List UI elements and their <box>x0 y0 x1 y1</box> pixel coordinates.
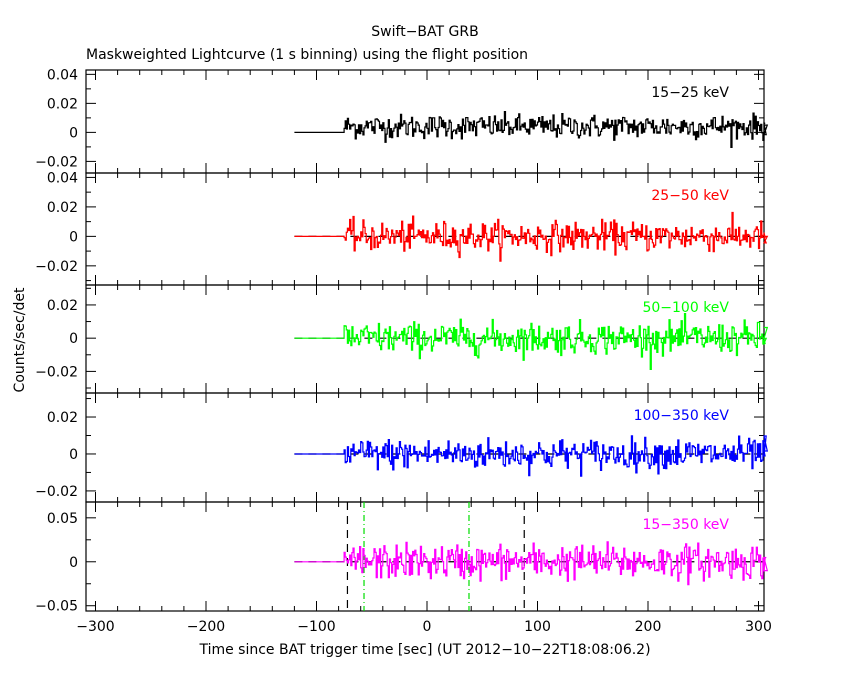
y-tick-label: 0 <box>69 447 78 463</box>
band-label: 15−350 keV <box>642 517 729 533</box>
x-tick-label: 300 <box>745 619 772 635</box>
y-tick-label: −0.02 <box>35 364 78 380</box>
x-tick-label: 200 <box>635 619 662 635</box>
y-tick-label: −0.02 <box>35 259 78 275</box>
lightcurve-series <box>294 313 769 370</box>
band-label: 25−50 keV <box>651 188 729 204</box>
y-tick-label: −0.02 <box>35 484 78 500</box>
band-label: 15−25 keV <box>651 85 729 101</box>
y-tick-label: 0 <box>69 331 78 347</box>
panel-2: 0.04 0.02 0 −0.02 25−50 keV <box>35 170 769 286</box>
panel-1: 0.04 0.02 0 −0.02 15−25 keV <box>35 67 769 174</box>
x-tick-label: −300 <box>76 619 114 635</box>
y-axis-label: Counts/sec/det <box>12 287 28 392</box>
y-tick-label: 0 <box>69 229 78 245</box>
chart-title: Swift−BAT GRB <box>371 24 478 40</box>
y-tick-label: 0.05 <box>47 511 78 527</box>
lightcurve-series <box>294 435 769 477</box>
y-tick-label: −0.02 <box>35 154 78 170</box>
y-tick-label: −0.05 <box>35 599 78 615</box>
y-tick-label: 0 <box>69 555 78 571</box>
y-tick-label: 0 <box>69 125 78 141</box>
band-label: 100−350 keV <box>634 408 730 424</box>
y-tick-label: 0.02 <box>47 410 78 426</box>
y-tick-label: 0.02 <box>47 96 78 112</box>
y-tick-label: 0.02 <box>47 200 78 216</box>
x-tick-label: −200 <box>187 619 225 635</box>
y-tick-label: 0.04 <box>47 67 78 83</box>
x-tick-labels: −300 −200 −100 0 100 200 300 <box>76 619 772 635</box>
x-axis-label: Time since BAT trigger time [sec] (UT 20… <box>198 642 650 658</box>
x-tick-label: −100 <box>297 619 335 635</box>
panel-4: 0.02 0 −0.02 100−350 keV <box>35 392 769 503</box>
lightcurve-series <box>294 111 769 148</box>
y-tick-label: 0.04 <box>47 170 78 186</box>
chart-subtitle: Maskweighted Lightcurve (1 s binning) us… <box>86 47 528 63</box>
lightcurve-series <box>294 211 769 262</box>
lightcurve-series <box>294 541 769 586</box>
panel-frame <box>85 501 765 612</box>
panels: 0.04 0.02 0 −0.02 15−25 keV 0.04 0.02 0 −0.02 25−… <box>35 67 769 615</box>
y-tick-label: 0.02 <box>47 298 78 314</box>
band-label: 50−100 keV <box>642 300 729 316</box>
panel-3: 0.02 0 −0.02 50−100 keV <box>35 284 769 394</box>
x-tick-label: 0 <box>423 619 432 635</box>
x-tick-label: 100 <box>524 619 551 635</box>
panel-5: 0.05 0 −0.05 15−350 keV <box>35 501 769 615</box>
